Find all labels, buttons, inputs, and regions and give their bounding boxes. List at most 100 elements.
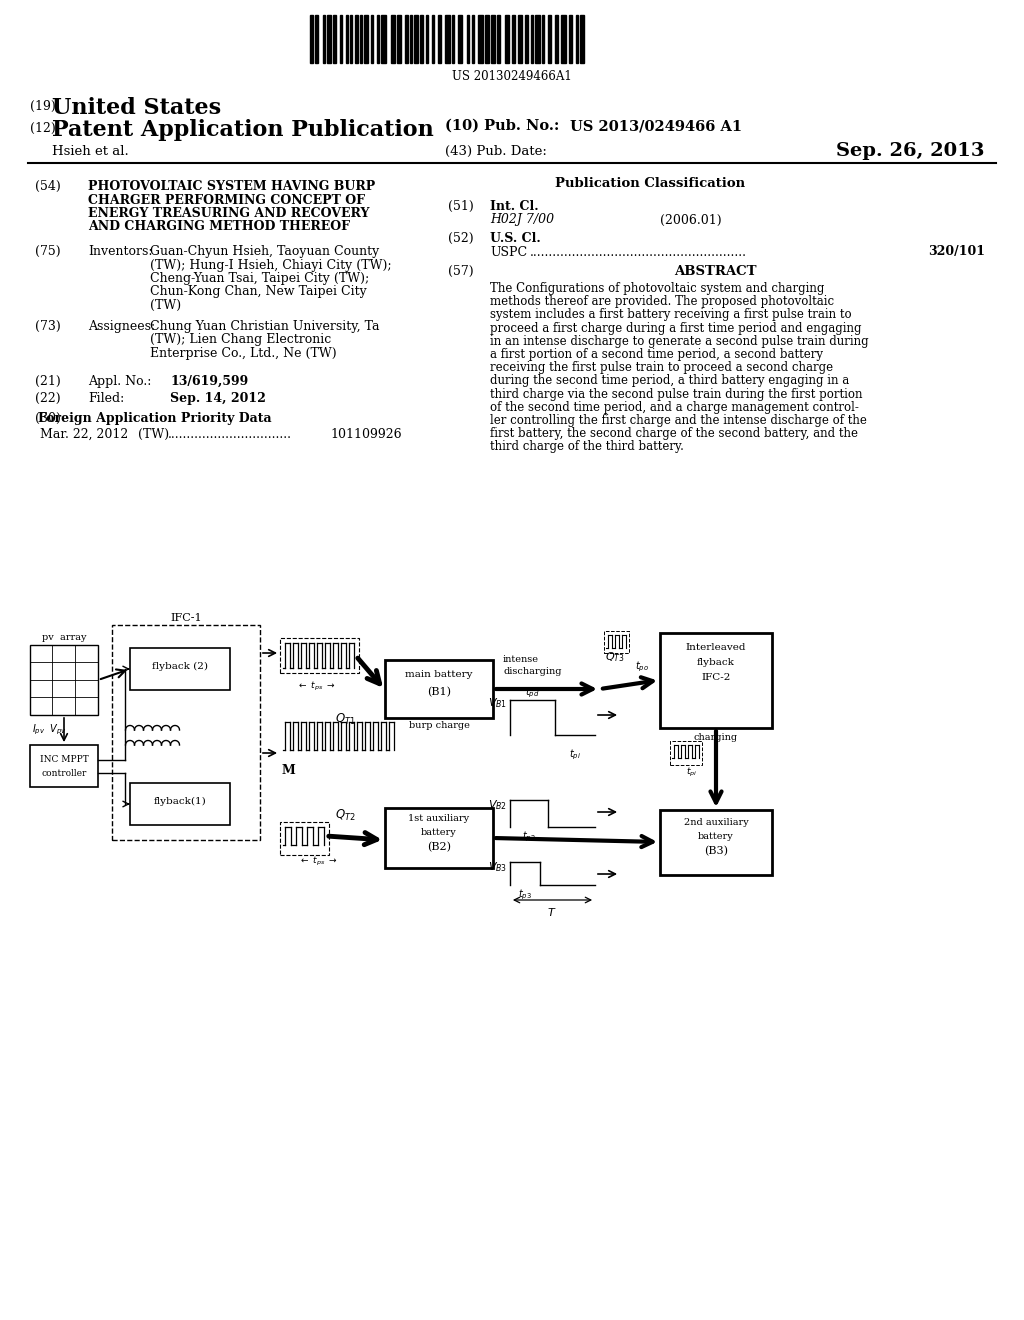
Text: Mar. 22, 2012: Mar. 22, 2012 bbox=[40, 428, 128, 441]
Text: US 2013/0249466 A1: US 2013/0249466 A1 bbox=[570, 119, 742, 133]
Text: first battery, the second charge of the second battery, and the: first battery, the second charge of the … bbox=[490, 428, 858, 440]
Text: ........................................................: ........................................… bbox=[530, 246, 746, 259]
Text: (22): (22) bbox=[35, 392, 60, 405]
Text: flyback (2): flyback (2) bbox=[152, 663, 208, 671]
Text: (52): (52) bbox=[449, 232, 474, 246]
Text: ENERGY TREASURING AND RECOVERY: ENERGY TREASURING AND RECOVERY bbox=[88, 207, 370, 220]
Text: US 20130249466A1: US 20130249466A1 bbox=[453, 70, 571, 83]
Bar bbox=[580, 15, 584, 63]
Bar bbox=[323, 15, 325, 63]
Text: (51): (51) bbox=[449, 201, 474, 213]
Bar bbox=[397, 15, 401, 63]
Bar bbox=[381, 15, 386, 63]
Text: Patent Application Publication: Patent Application Publication bbox=[52, 119, 434, 141]
Bar bbox=[525, 15, 528, 63]
Text: 320/101: 320/101 bbox=[928, 246, 985, 259]
Text: a first portion of a second time period, a second battery: a first portion of a second time period,… bbox=[490, 348, 823, 360]
Text: $I_{pv}$  $V_{pv}$: $I_{pv}$ $V_{pv}$ bbox=[32, 723, 67, 738]
Text: flyback(1): flyback(1) bbox=[154, 797, 207, 807]
Text: Enterprise Co., Ltd., Ne (TW): Enterprise Co., Ltd., Ne (TW) bbox=[150, 347, 337, 360]
Text: 101109926: 101109926 bbox=[330, 428, 401, 441]
Text: $Q_{T2}$: $Q_{T2}$ bbox=[335, 808, 355, 824]
Text: Foreign Application Priority Data: Foreign Application Priority Data bbox=[38, 412, 271, 425]
Bar bbox=[414, 15, 418, 63]
Bar bbox=[371, 15, 373, 63]
Text: pv  array: pv array bbox=[42, 634, 86, 642]
Bar bbox=[315, 15, 318, 63]
Text: of the second time period, and a charge management control-: of the second time period, and a charge … bbox=[490, 401, 859, 413]
Text: burp charge: burp charge bbox=[409, 721, 469, 730]
Bar bbox=[391, 15, 395, 63]
Text: third charge via the second pulse train during the first portion: third charge via the second pulse train … bbox=[490, 388, 862, 400]
Text: IFC-1: IFC-1 bbox=[170, 612, 202, 623]
Bar bbox=[385, 660, 493, 718]
Bar bbox=[327, 15, 331, 63]
Bar bbox=[604, 631, 629, 653]
Bar bbox=[458, 15, 462, 63]
Text: $t_{p2}$: $t_{p2}$ bbox=[522, 830, 536, 845]
Bar bbox=[467, 15, 469, 63]
Text: charging: charging bbox=[694, 733, 738, 742]
Bar bbox=[280, 822, 329, 855]
Text: PHOTOVOLTAIC SYSTEM HAVING BURP: PHOTOVOLTAIC SYSTEM HAVING BURP bbox=[88, 180, 375, 193]
Bar bbox=[130, 648, 230, 690]
Text: ler controlling the first charge and the intense discharge of the: ler controlling the first charge and the… bbox=[490, 414, 867, 426]
Bar bbox=[512, 15, 515, 63]
Bar bbox=[438, 15, 441, 63]
Bar bbox=[410, 15, 412, 63]
Bar bbox=[670, 741, 702, 766]
Text: INC MPPT: INC MPPT bbox=[40, 755, 88, 764]
Bar bbox=[30, 744, 98, 787]
Bar bbox=[112, 624, 260, 840]
Text: (43) Pub. Date:: (43) Pub. Date: bbox=[445, 145, 547, 158]
Text: Chun-Kong Chan, New Taipei City: Chun-Kong Chan, New Taipei City bbox=[150, 285, 367, 298]
Text: in an intense discharge to generate a second pulse train during: in an intense discharge to generate a se… bbox=[490, 335, 868, 347]
Text: Filed:: Filed: bbox=[88, 392, 124, 405]
Bar bbox=[497, 15, 500, 63]
Text: $t_{pi}$: $t_{pi}$ bbox=[686, 766, 697, 779]
Bar bbox=[350, 15, 352, 63]
Text: ................................: ................................ bbox=[168, 428, 292, 441]
Text: Int. Cl.: Int. Cl. bbox=[490, 201, 539, 213]
Bar bbox=[535, 15, 540, 63]
Text: IFC-2: IFC-2 bbox=[701, 673, 731, 682]
Text: flyback: flyback bbox=[697, 657, 735, 667]
Text: $T$: $T$ bbox=[547, 906, 557, 917]
Text: CHARGER PERFORMING CONCEPT OF: CHARGER PERFORMING CONCEPT OF bbox=[88, 194, 365, 206]
Text: (54): (54) bbox=[35, 180, 60, 193]
Text: (B1): (B1) bbox=[427, 686, 451, 697]
Bar bbox=[472, 15, 474, 63]
Bar bbox=[130, 783, 230, 825]
Text: USPC: USPC bbox=[490, 246, 527, 259]
Bar bbox=[518, 15, 522, 63]
Text: H02J 7/00: H02J 7/00 bbox=[490, 214, 554, 227]
Text: Publication Classification: Publication Classification bbox=[555, 177, 745, 190]
Bar bbox=[333, 15, 336, 63]
Bar bbox=[280, 638, 359, 673]
Text: Assignees:: Assignees: bbox=[88, 319, 155, 333]
Text: 13/619,599: 13/619,599 bbox=[170, 375, 248, 388]
Bar bbox=[478, 15, 483, 63]
Text: ABSTRACT: ABSTRACT bbox=[674, 265, 757, 279]
Text: (B3): (B3) bbox=[705, 846, 728, 857]
Bar bbox=[569, 15, 572, 63]
Text: U.S. Cl.: U.S. Cl. bbox=[490, 232, 541, 246]
Bar bbox=[555, 15, 558, 63]
Bar bbox=[505, 15, 509, 63]
Bar bbox=[660, 810, 772, 875]
Text: (57): (57) bbox=[449, 265, 474, 279]
Text: battery: battery bbox=[421, 828, 457, 837]
Bar bbox=[30, 645, 98, 715]
Text: United States: United States bbox=[52, 96, 221, 119]
Text: $Q_{T3}$: $Q_{T3}$ bbox=[605, 649, 625, 664]
Bar bbox=[531, 15, 534, 63]
Bar bbox=[420, 15, 423, 63]
Text: M: M bbox=[282, 764, 296, 777]
Text: $V_{B1}$: $V_{B1}$ bbox=[488, 696, 507, 710]
Text: third charge of the third battery.: third charge of the third battery. bbox=[490, 441, 684, 453]
Bar bbox=[360, 15, 362, 63]
Text: system includes a first battery receiving a first pulse train to: system includes a first battery receivin… bbox=[490, 309, 852, 321]
Text: (TW); Lien Chang Electronic: (TW); Lien Chang Electronic bbox=[150, 334, 331, 346]
Bar bbox=[426, 15, 428, 63]
Text: battery: battery bbox=[698, 832, 734, 841]
